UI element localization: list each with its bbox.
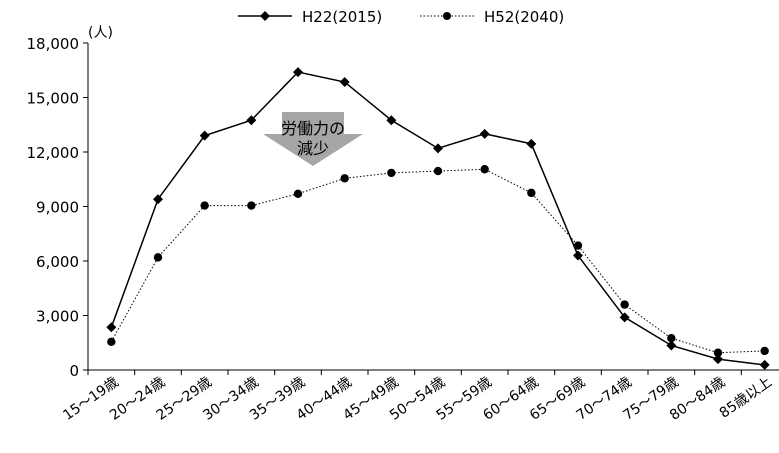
- series-1-point: [293, 189, 303, 198]
- series-0-point: [339, 77, 350, 88]
- x-axis-ticks: 15～19歳20～24歳25～29歳30～34歳35～39歳40～44歳45～4…: [60, 370, 775, 424]
- series-0-point: [713, 354, 723, 365]
- y-axis-unit: (人): [88, 25, 113, 41]
- series-1-point: [573, 241, 583, 250]
- series-0-point: [246, 115, 257, 126]
- y-axis-ticks: 0 3,000 6,000 9,000 12,000 15,000 18,000: [27, 35, 88, 380]
- y-tick-label: 15,000: [27, 90, 80, 108]
- y-tick-label: 9,000: [36, 199, 79, 217]
- x-tick-label: 85歳以上: [717, 374, 775, 421]
- series-1-point: [667, 334, 676, 343]
- y-tick-label: 3,000: [36, 308, 79, 326]
- series-0-point: [666, 340, 677, 351]
- series-0-point: [293, 67, 303, 78]
- legend-marker-h22: [260, 11, 270, 21]
- series-1-point: [107, 337, 116, 347]
- y-tick-label: 6,000: [36, 253, 79, 271]
- legend: H22(2015) H52(2040): [238, 8, 564, 26]
- series-line-0: [110, 71, 765, 366]
- series-markers: [106, 67, 770, 370]
- y-tick-label: 0: [69, 362, 79, 380]
- legend-label-h22: H22(2015): [302, 8, 382, 26]
- series-line-1: [110, 168, 765, 354]
- series-1-point: [153, 253, 163, 262]
- annotation-arrow: 労働力の 減少: [263, 112, 363, 166]
- series-0-point: [153, 194, 163, 205]
- series-1-point: [340, 174, 349, 183]
- legend-label-h52: H52(2040): [484, 8, 564, 26]
- series-0-point: [106, 322, 117, 333]
- series-0-point: [573, 250, 583, 261]
- series-1-point: [247, 201, 256, 210]
- series-0-point: [433, 143, 443, 154]
- series-0-point: [759, 359, 770, 370]
- series-0-point: [386, 115, 397, 126]
- decrease-arrow-icon: [263, 112, 363, 166]
- annotation-line1: 労働力の: [281, 119, 345, 138]
- y-tick-label: 18,000: [27, 35, 80, 53]
- series-0-point: [526, 138, 537, 149]
- series-1-point: [713, 348, 723, 357]
- legend-marker-h52: [443, 12, 451, 20]
- series-0-point: [619, 312, 630, 323]
- y-tick-label: 12,000: [27, 144, 80, 162]
- annotation-line2: 減少: [297, 139, 329, 158]
- series-1-point: [760, 346, 769, 356]
- series-1-point: [527, 188, 536, 198]
- series-0-point: [199, 130, 210, 141]
- series-1-point: [480, 165, 489, 174]
- series-0-point: [479, 128, 490, 139]
- series-1-point: [433, 166, 443, 176]
- series-1-point: [387, 168, 396, 178]
- series-1-point: [620, 300, 629, 309]
- series-lines: [110, 71, 765, 366]
- series-1-point: [200, 201, 209, 210]
